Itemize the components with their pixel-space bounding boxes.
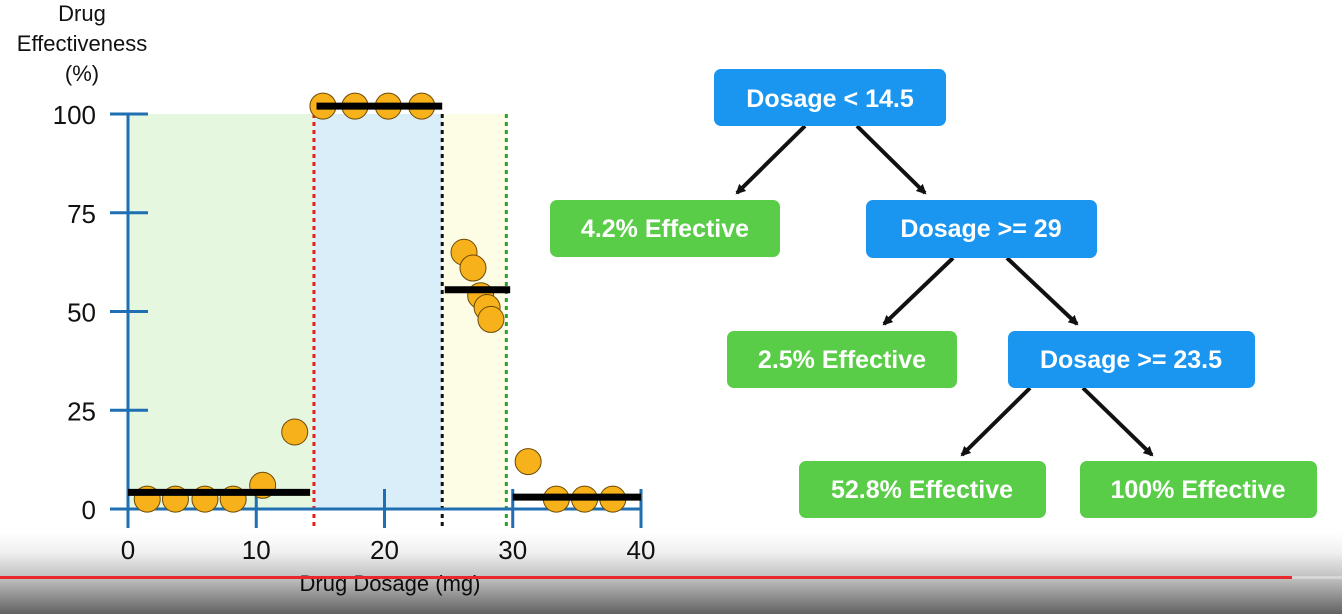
node-split-c: Dosage >= 23.5	[1008, 331, 1255, 388]
y-axis-label-line-3: (%)	[65, 61, 99, 86]
node-leaf-b: 2.5% Effective	[727, 331, 957, 388]
node-leaf-c2-box	[1080, 461, 1317, 518]
node-leaf-c1-label: 52.8% Effective	[831, 476, 1013, 504]
node-split-c-box	[1008, 331, 1255, 388]
split-lines	[312, 114, 508, 528]
x-tick-label: 20	[370, 535, 399, 565]
node-leaf-c2-label: 100% Effective	[1110, 476, 1285, 504]
y-ticks: 0 25 50 75 100	[53, 100, 148, 525]
x-tick-label: 10	[242, 535, 271, 565]
node-leaf-b-box	[727, 331, 957, 388]
data-point	[477, 305, 505, 333]
node-split-b: Dosage >= 29	[866, 200, 1097, 258]
edge-root-to-leaf-a	[735, 124, 807, 195]
y-tick-label: 75	[67, 199, 96, 229]
edge-root-to-split-b	[855, 124, 927, 195]
region-shade	[313, 114, 443, 509]
data-point	[459, 254, 487, 282]
y-tick-label: 100	[53, 100, 96, 130]
data-point	[514, 448, 542, 476]
node-leaf-a-label: 4.2% Effective	[581, 215, 749, 243]
x-tick-label: 40	[627, 535, 656, 565]
node-split-b-box	[866, 200, 1097, 258]
node-leaf-c2: 100% Effective	[1080, 461, 1317, 518]
y-axis-label-line-2: Effectiveness	[17, 31, 147, 56]
node-leaf-b-label: 2.5% Effective	[758, 346, 926, 374]
edge-split-b-to-leaf-b	[882, 256, 955, 326]
video-progress-bar[interactable]	[0, 576, 1342, 579]
edge-split-c-to-leaf-c2	[1081, 386, 1154, 457]
node-leaf-c1: 52.8% Effective	[799, 461, 1046, 518]
data-point	[281, 418, 309, 446]
x-tick-label: 30	[498, 535, 527, 565]
node-leaf-a: 4.2% Effective	[550, 200, 780, 257]
region-shade	[128, 114, 314, 509]
y-tick-label: 25	[67, 396, 96, 426]
edge-split-b-to-split-c	[1005, 256, 1079, 326]
x-tick-label: 0	[121, 535, 135, 565]
y-tick-label: 0	[82, 495, 96, 525]
node-root-box	[714, 69, 946, 126]
node-leaf-a-box	[550, 200, 780, 257]
video-progress-fill	[0, 576, 1293, 579]
node-split-c-label: Dosage >= 23.5	[1040, 346, 1222, 374]
y-tick-label: 50	[67, 298, 96, 328]
y-axis-label-line-1: Drug	[58, 1, 106, 26]
node-split-b-label: Dosage >= 29	[900, 215, 1061, 243]
node-root: Dosage < 14.5	[714, 69, 946, 126]
node-leaf-c1-box	[799, 461, 1046, 518]
region-shading	[128, 114, 507, 509]
edge-split-c-to-leaf-c1	[960, 386, 1032, 457]
regression-tree: Dosage < 14.5 4.2% Effective Dosage >= 2…	[550, 69, 1317, 518]
x-axis-label: Drug Dosage (mg)	[300, 571, 481, 596]
node-root-label: Dosage < 14.5	[746, 85, 914, 113]
prediction-lines	[128, 102, 641, 501]
